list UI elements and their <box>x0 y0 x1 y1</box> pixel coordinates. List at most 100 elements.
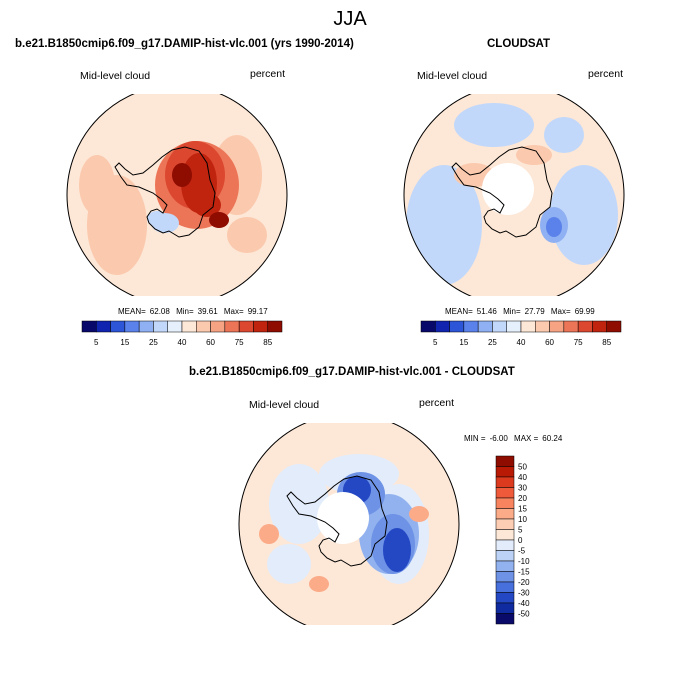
colorbar-cell-11 <box>495 571 515 583</box>
panel3-left-label: Mid-level cloud <box>249 399 320 411</box>
colorbar-tick-11: -20 <box>518 578 530 587</box>
colorbar-cell-2 <box>449 320 465 333</box>
panel2-max-label: Max= <box>550 307 571 316</box>
colorbar-tick-4: 60 <box>206 338 215 347</box>
colorbar-cell-4 <box>138 320 154 333</box>
field-contour-10 <box>409 506 429 522</box>
panel1-title: b.e21.B1850cmip6.f09_g17.DAMIP-hist-vlc.… <box>15 38 354 50</box>
field-contour-7 <box>383 528 411 572</box>
colorbar-cell-2 <box>110 320 126 333</box>
panel1-left-label: Mid-level cloud <box>80 70 151 82</box>
panel1-min: 39.61 <box>197 307 218 316</box>
colorbar-cell-8 <box>196 320 211 333</box>
colorbar-cell-7 <box>520 320 536 333</box>
colorbar-cell-13 <box>606 320 622 333</box>
colorbar-tick-14: -50 <box>518 610 530 619</box>
colorbar-tick-9: -10 <box>518 557 530 566</box>
panel3-right-label: percent <box>419 397 455 409</box>
colorbar-cell-6 <box>167 320 183 333</box>
colorbar-cell-7 <box>181 320 197 333</box>
field-contour-1 <box>269 464 329 544</box>
colorbar-cell-6 <box>495 518 515 530</box>
field-contour-3 <box>79 155 115 215</box>
colorbar-tick-3: 20 <box>518 494 527 503</box>
colorbar-tick-0: 5 <box>433 338 438 347</box>
colorbar-cell-3 <box>124 320 140 333</box>
map-boundary <box>238 423 460 625</box>
panel2-mean-label: MEAN= <box>445 307 473 316</box>
panel2-min: 27.79 <box>524 307 545 316</box>
colorbar-tick-13: -40 <box>518 599 530 608</box>
colorbar-cell-15 <box>495 613 515 625</box>
colorbar-cell-2 <box>495 476 515 488</box>
colorbar-tick-1: 15 <box>459 338 468 347</box>
colorbar-cell-11 <box>238 320 254 333</box>
colorbar-tick-12: -30 <box>518 589 530 598</box>
colorbar-cell-10 <box>495 560 515 572</box>
figure-title: JJA <box>333 8 367 30</box>
colorbar-tick-5: 75 <box>574 338 583 347</box>
panel2-map <box>403 94 625 296</box>
pole-mask <box>482 163 534 215</box>
panel1-max: 99.17 <box>247 307 268 316</box>
colorbar-cell-4 <box>495 497 515 509</box>
colorbar-tick-0: 50 <box>518 463 527 472</box>
colorbar-cell-12 <box>253 320 268 333</box>
panel1-mean-label: MEAN= <box>118 307 146 316</box>
field-contour-2 <box>550 165 618 265</box>
panel2-mean: 51.46 <box>476 307 497 316</box>
colorbar-tick-6: 5 <box>518 526 523 535</box>
panel2-left-label: Mid-level cloud <box>417 70 488 82</box>
panel3-max: 60.24 <box>542 434 563 443</box>
colorbar-cell-13 <box>267 320 283 333</box>
colorbar-cell-5 <box>495 508 515 520</box>
colorbar-tick-2: 25 <box>488 338 497 347</box>
colorbar-cell-12 <box>495 581 515 593</box>
colorbar-tick-10: -15 <box>518 568 530 577</box>
coastline <box>451 146 553 238</box>
panel2-colorbar: 515254060758595 <box>420 320 622 347</box>
colorbar-cell-9 <box>549 320 565 333</box>
colorbar-cell-8 <box>495 539 515 551</box>
colorbar-tick-6: 85 <box>263 338 272 347</box>
map-boundary <box>66 94 288 296</box>
field-contour-11 <box>259 524 279 544</box>
panel3-max-label: MAX = <box>514 434 539 443</box>
panel1-min-label: Min= <box>176 307 194 316</box>
field-contour-10 <box>172 163 192 187</box>
colorbar-cell-9 <box>495 550 515 562</box>
colorbar-cell-7 <box>495 529 515 541</box>
panel1-max-label: Max= <box>223 307 244 316</box>
panel3-map <box>238 423 460 625</box>
field-contour-12 <box>309 576 329 592</box>
field-contour-4 <box>544 117 584 153</box>
colorbar-tick-2: 30 <box>518 484 527 493</box>
colorbar-cell-1 <box>96 320 111 333</box>
panel2-stats: MEAN= 51.46 Min= 27.79 Max= 69.99 <box>445 307 599 316</box>
colorbar-cell-5 <box>153 320 168 333</box>
colorbar-tick-4: 60 <box>545 338 554 347</box>
colorbar-tick-2: 25 <box>149 338 158 347</box>
colorbar-tick-4: 15 <box>518 505 527 514</box>
colorbar-tick-3: 40 <box>178 338 187 347</box>
pole-mask <box>317 492 369 544</box>
coastline <box>114 146 216 238</box>
colorbar-cell-6 <box>506 320 522 333</box>
colorbar-cell-11 <box>577 320 593 333</box>
colorbar-cell-3 <box>495 487 515 499</box>
colorbar-tick-6: 85 <box>602 338 611 347</box>
field-contour-3 <box>454 103 534 147</box>
colorbar-cell-9 <box>210 320 226 333</box>
colorbar-cell-1 <box>495 466 515 478</box>
colorbar-tick-0: 5 <box>94 338 99 347</box>
panel1-map <box>66 94 288 296</box>
field-contour-3 <box>267 544 311 584</box>
field-contour-1 <box>406 165 482 285</box>
panel1-mean: 62.08 <box>149 307 170 316</box>
field-contour-9 <box>209 212 229 228</box>
colorbar-cell-10 <box>563 320 579 333</box>
map-boundary <box>403 94 625 296</box>
colorbar-tick-5: 75 <box>235 338 244 347</box>
panel3-min: -6.00 <box>489 434 508 443</box>
